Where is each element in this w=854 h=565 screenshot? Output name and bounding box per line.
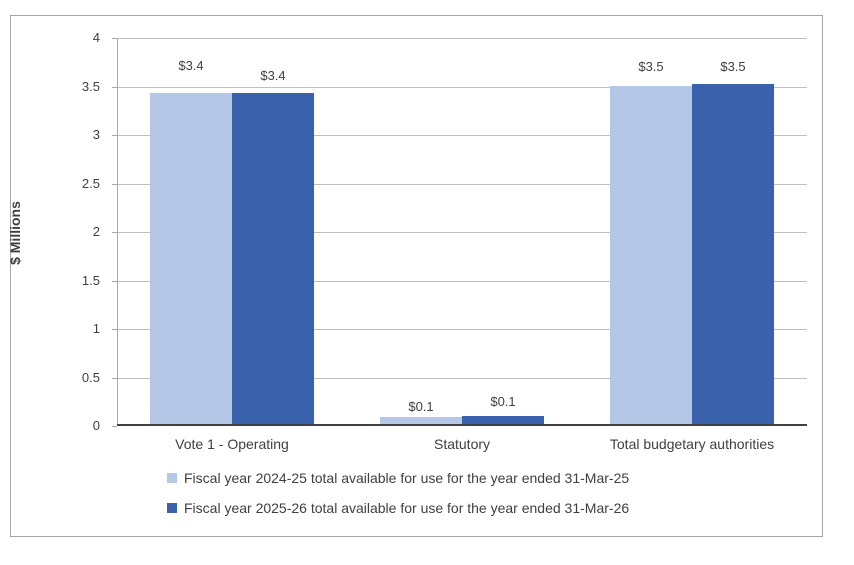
x-axis-line [117,424,807,426]
y-tick-label-1.5: 1.5 [81,273,100,288]
plot-area: $3.4 $0.1 $3.5 $3.4 $0.1 $3.5 [117,38,807,426]
y-tick-mark-0.5 [112,378,117,379]
legend-swatch-icon [167,503,177,513]
y-tick-mark-3.5 [112,87,117,88]
gridline-y-3.5 [117,87,807,88]
legend-label-2: Fiscal year 2025-26 total available for … [184,500,630,516]
y-tick-label-0: 0 [92,418,100,433]
gridline-y-1.5 [117,281,807,282]
data-label-series2-3: $3.5 [720,59,746,74]
category-label-3: Total budgetary authorities [609,436,775,452]
data-label-series1-1: $3.4 [178,58,204,73]
y-tick-mark-2.5 [112,184,117,185]
bar-series2-2 [462,416,544,426]
gridline-y-4 [117,38,807,39]
y-tick-mark-3 [112,135,117,136]
data-label-series2-1: $3.4 [260,68,286,83]
data-label-series2-2: $0.1 [490,394,516,409]
y-tick-mark-2 [112,232,117,233]
y-tick-mark-1 [112,329,117,330]
bar-series1-2 [380,417,462,426]
y-tick-label-0.5: 0.5 [81,370,100,385]
category-label-1: Vote 1 - Operating [175,436,289,452]
legend: Fiscal year 2024-25 total available for … [167,469,629,529]
y-tick-mark-4 [112,38,117,39]
data-label-series1-3: $3.5 [638,59,664,74]
legend-label-1: Fiscal year 2024-25 total available for … [184,470,630,486]
y-tick-label-3.5: 3.5 [81,79,100,94]
gridline-y-0.5 [117,378,807,379]
y-tick-mark-1.5 [112,281,117,282]
bar-series1-1 [150,93,232,426]
bar-series1-3 [610,86,692,426]
y-tick-label-1: 1 [92,321,100,336]
gridline-y-3 [117,135,807,136]
y-tick-label-4: 4 [92,30,100,45]
gridline-y-1 [117,329,807,330]
gridline-y-2 [117,232,807,233]
bar-series2-3 [692,84,774,426]
y-tick-label-2.5: 2.5 [81,176,100,191]
legend-swatch-icon [167,473,177,483]
y-tick-label-2: 2 [92,224,100,239]
chart-frame: 0 0.5 1 1.5 2 2.5 3 3.5 4 $ Millions $3.4 $0.1 $3.… [7,15,823,537]
y-tick-label-3: 3 [92,127,100,142]
y-tick-mark-0 [112,426,117,427]
gridline-y-2.5 [117,184,807,185]
legend-item-1: Fiscal year 2024-25 total available for … [167,469,629,487]
category-label-2: Statutory [433,436,491,452]
legend-item-2: Fiscal year 2025-26 total available for … [167,499,629,517]
data-label-series1-2: $0.1 [408,399,434,414]
bar-series2-1 [232,93,314,426]
y-axis-title: $ Millions [7,201,23,265]
y-axis-line [117,38,118,426]
